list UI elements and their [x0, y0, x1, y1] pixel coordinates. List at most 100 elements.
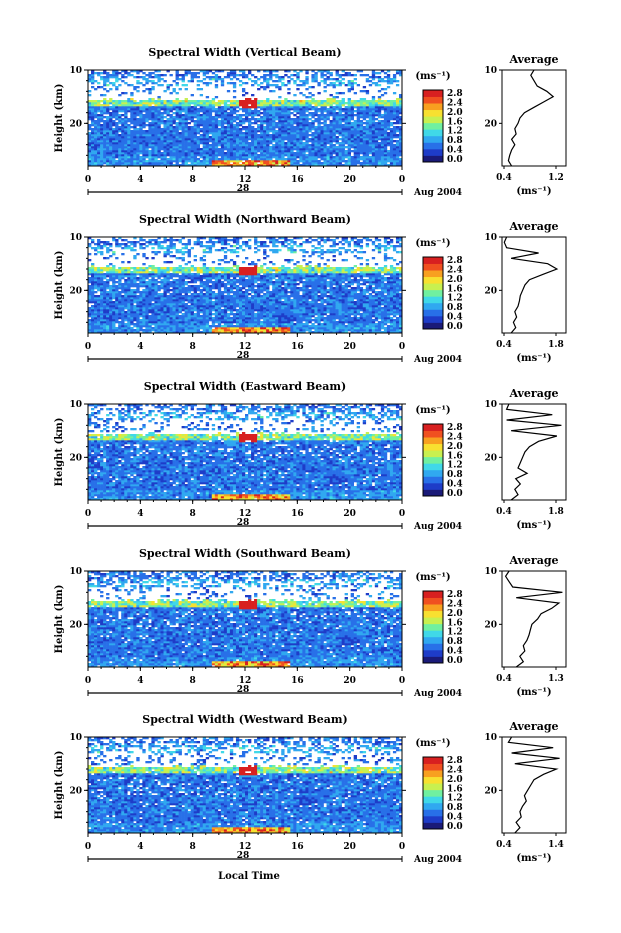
heatmap-cell — [284, 118, 287, 120]
heatmap-cell — [254, 98, 257, 100]
heatmap-cell — [296, 148, 299, 150]
heatmap-cell — [251, 114, 254, 116]
heatmap-cell — [191, 313, 194, 315]
heatmap-cell — [245, 120, 248, 122]
heatmap-cell — [305, 160, 308, 162]
heatmap-cell — [360, 106, 363, 108]
heatmap-cell — [266, 126, 269, 128]
heatmap-cell — [260, 112, 263, 114]
heatmap-cell — [387, 136, 390, 138]
heatmap-cell — [272, 100, 275, 102]
heatmap-cell — [345, 126, 348, 128]
heatmap-cell — [384, 142, 387, 144]
heatmap-cell — [221, 309, 224, 311]
heatmap-cell — [230, 82, 233, 84]
heatmap-cell — [290, 154, 293, 156]
heatmap-cell — [248, 110, 251, 112]
heatmap-cell — [218, 76, 221, 78]
heatmap-cell — [354, 148, 357, 150]
heatmap-cell — [230, 154, 233, 156]
heatmap-cell — [314, 329, 317, 331]
heatmap-cell — [160, 140, 163, 142]
heatmap-cell — [354, 126, 357, 128]
colorbar-segment — [423, 129, 443, 136]
heatmap-cell — [287, 311, 290, 313]
heatmap-cell — [212, 138, 215, 140]
heatmap-cell — [167, 319, 170, 321]
heatmap-cell — [160, 158, 163, 160]
heatmap-cell — [151, 102, 154, 104]
heatmap-cell — [269, 90, 272, 92]
heatmap-cell — [176, 110, 179, 112]
heatmap-cell — [369, 108, 372, 110]
heatmap-cell — [242, 148, 245, 150]
heatmap-cell — [363, 319, 366, 321]
heatmap-cell — [142, 124, 145, 126]
heatmap-cell — [275, 138, 278, 140]
heatmap-cell — [145, 110, 148, 112]
heatmap-cell — [215, 150, 218, 152]
heatmap-cell — [336, 154, 339, 156]
heatmap-cell — [182, 144, 185, 146]
heatmap-cell — [263, 154, 266, 156]
heatmap-cell — [106, 150, 109, 152]
heatmap-cell — [384, 152, 387, 154]
heatmap-cell — [305, 120, 308, 122]
heatmap-cell — [200, 134, 203, 136]
heatmap-cell — [124, 160, 127, 162]
heatmap-cell — [100, 112, 103, 114]
heatmap-cell — [121, 74, 124, 76]
heatmap-cell — [245, 128, 248, 130]
heatmap-cell — [233, 116, 236, 118]
heatmap-cell — [118, 329, 121, 331]
heatmap-cell — [218, 102, 221, 104]
heatmap-cell — [212, 72, 215, 74]
heatmap-cell — [308, 160, 311, 162]
heatmap-cell — [302, 136, 305, 138]
heatmap-cell — [333, 146, 336, 148]
heatmap-cell — [293, 80, 296, 82]
heatmap-cell — [384, 92, 387, 94]
heatmap-cell — [157, 106, 160, 108]
heatmap-cell — [393, 136, 396, 138]
heatmap-cell — [287, 92, 290, 94]
heatmap-cell — [176, 325, 179, 327]
heatmap-cell — [163, 108, 166, 110]
heatmap-cell — [275, 86, 278, 88]
heatmap-cell — [333, 315, 336, 317]
heatmap-cell — [224, 327, 227, 329]
heatmap-cell — [396, 122, 399, 124]
heatmap-cell — [281, 150, 284, 152]
heatmap-cell — [384, 120, 387, 122]
heatmap-cell — [157, 114, 160, 116]
heatmap-cell — [127, 162, 130, 164]
heatmap-cell — [290, 120, 293, 122]
heatmap-cell — [348, 124, 351, 126]
heatmap-cell — [375, 142, 378, 144]
heatmap-cell — [148, 311, 151, 313]
heatmap-cell — [314, 104, 317, 106]
heatmap-cell — [384, 162, 387, 164]
heatmap-cell — [375, 82, 378, 84]
heatmap-cell — [115, 118, 118, 120]
heatmap-cell — [245, 100, 248, 102]
heatmap-cell — [106, 84, 109, 86]
heatmap-cell — [311, 319, 314, 321]
heatmap-cell — [109, 156, 112, 158]
heatmap-cell — [142, 130, 145, 132]
heatmap-cell — [360, 128, 363, 130]
heatmap-cell — [375, 126, 378, 128]
heatmap-cell — [354, 150, 357, 152]
heatmap-cell — [387, 315, 390, 317]
heatmap-cell — [103, 152, 106, 154]
heatmap-cell — [348, 142, 351, 144]
heatmap-cell — [320, 144, 323, 146]
heatmap-cell — [154, 321, 157, 323]
heatmap-cell — [209, 154, 212, 156]
heatmap-cell — [203, 124, 206, 126]
heatmap-cell — [260, 106, 263, 108]
heatmap-cell — [157, 124, 160, 126]
heatmap-cell — [299, 315, 302, 317]
heatmap-cell — [236, 309, 239, 311]
heatmap-cell — [230, 120, 233, 122]
